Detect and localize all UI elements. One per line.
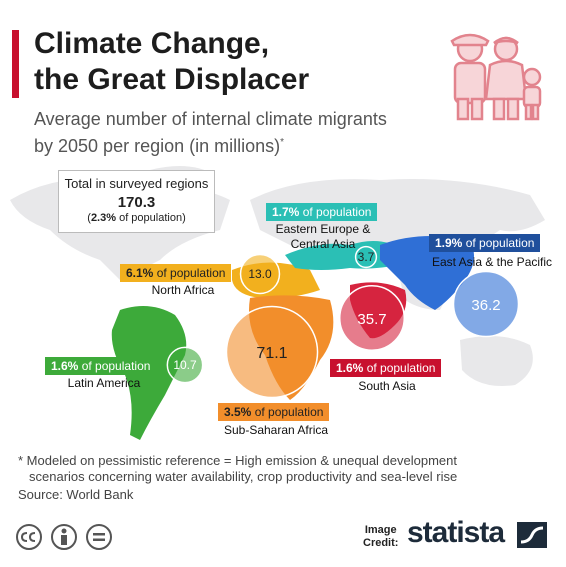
bubble-south-asia	[338, 284, 406, 352]
creative-commons-icon	[16, 524, 42, 550]
source-text: Source: World Bank	[18, 487, 134, 502]
bubble-label-sub-saharan-africa: 71.1	[256, 345, 287, 362]
region-name-latin-america: Latin America	[67, 376, 141, 390]
bubble-latin-america	[166, 346, 204, 384]
no-derivatives-icon	[86, 524, 112, 550]
footnote-line-2: scenarios concerning water availability,…	[29, 469, 458, 484]
total-summary-box: Total in surveyed regions 170.3 (2.3% of…	[58, 170, 215, 233]
footnote-line-1: * Modeled on pessimistic reference = Hig…	[18, 453, 457, 468]
bubble-label-eastern-europe-central-asia: 3.7	[358, 250, 375, 264]
region-name-north-africa: North Africa	[151, 283, 215, 297]
total-share: (2.3% of population)	[87, 212, 186, 224]
subtitle-line-1: Average number of internal climate migra…	[34, 109, 387, 129]
attribution-icon	[51, 524, 77, 550]
family-icon	[450, 33, 542, 121]
bubble-eastern-europe-central-asia	[354, 245, 378, 269]
region-name-east-asia: East Asia & the Pacific	[431, 255, 553, 269]
region-name-south-asia: South Asia	[358, 379, 416, 393]
pct-label-sub-saharan: 3.5% of population	[218, 403, 330, 421]
bubble-label-east-asia-the-pacific: 36.2	[471, 297, 500, 314]
chart-subtitle: Average number of internal climate migra…	[34, 108, 454, 158]
total-share-value: 2.3%	[90, 212, 117, 224]
image-credit: Image Credit:	[363, 524, 399, 549]
subtitle-footnote-mark: *	[280, 137, 285, 148]
total-label: Total in surveyed regions	[64, 176, 209, 191]
region-name-sub-saharan: Sub-Saharan Africa	[223, 423, 329, 437]
pct-label-south-asia: 1.6% of population	[330, 359, 442, 377]
footnote: * Modeled on pessimistic reference = Hig…	[18, 453, 457, 485]
statista-brand: statista	[407, 516, 505, 549]
pct-label-north-africa: 6.1% of population	[120, 264, 232, 282]
chart-title: Climate Change, the Great Displacer	[34, 26, 309, 98]
bubble-east-asia-the-pacific	[452, 270, 520, 338]
title-line-2: the Great Displacer	[34, 63, 310, 96]
bubble-layer: 71.1 36.2 35.7 13.0 10.7 3.7	[166, 245, 520, 399]
bubble-label-south-asia: 35.7	[357, 311, 386, 328]
bubble-label-latin-america: 10.7	[173, 358, 197, 372]
title-line-1: Climate Change,	[34, 27, 270, 60]
total-value: 170.3	[117, 194, 156, 211]
license-icons	[16, 524, 112, 550]
pct-label-latin-america: 1.6% of population	[45, 357, 157, 375]
statista-logo-icon	[517, 522, 547, 548]
pct-label-eastern-europe: 1.7% of population	[266, 203, 378, 221]
title-accent-bar	[12, 30, 19, 98]
pct-label-east-asia: 1.9% of population	[429, 234, 541, 252]
bubble-north-africa	[239, 253, 281, 295]
bubble-sub-saharan-africa	[225, 305, 319, 399]
region-name-eastern-europe: Eastern Europe & Central Asia	[275, 222, 371, 251]
subtitle-line-2: by 2050 per region (in millions)*	[34, 136, 285, 156]
bubble-label-north-africa: 13.0	[248, 267, 272, 281]
